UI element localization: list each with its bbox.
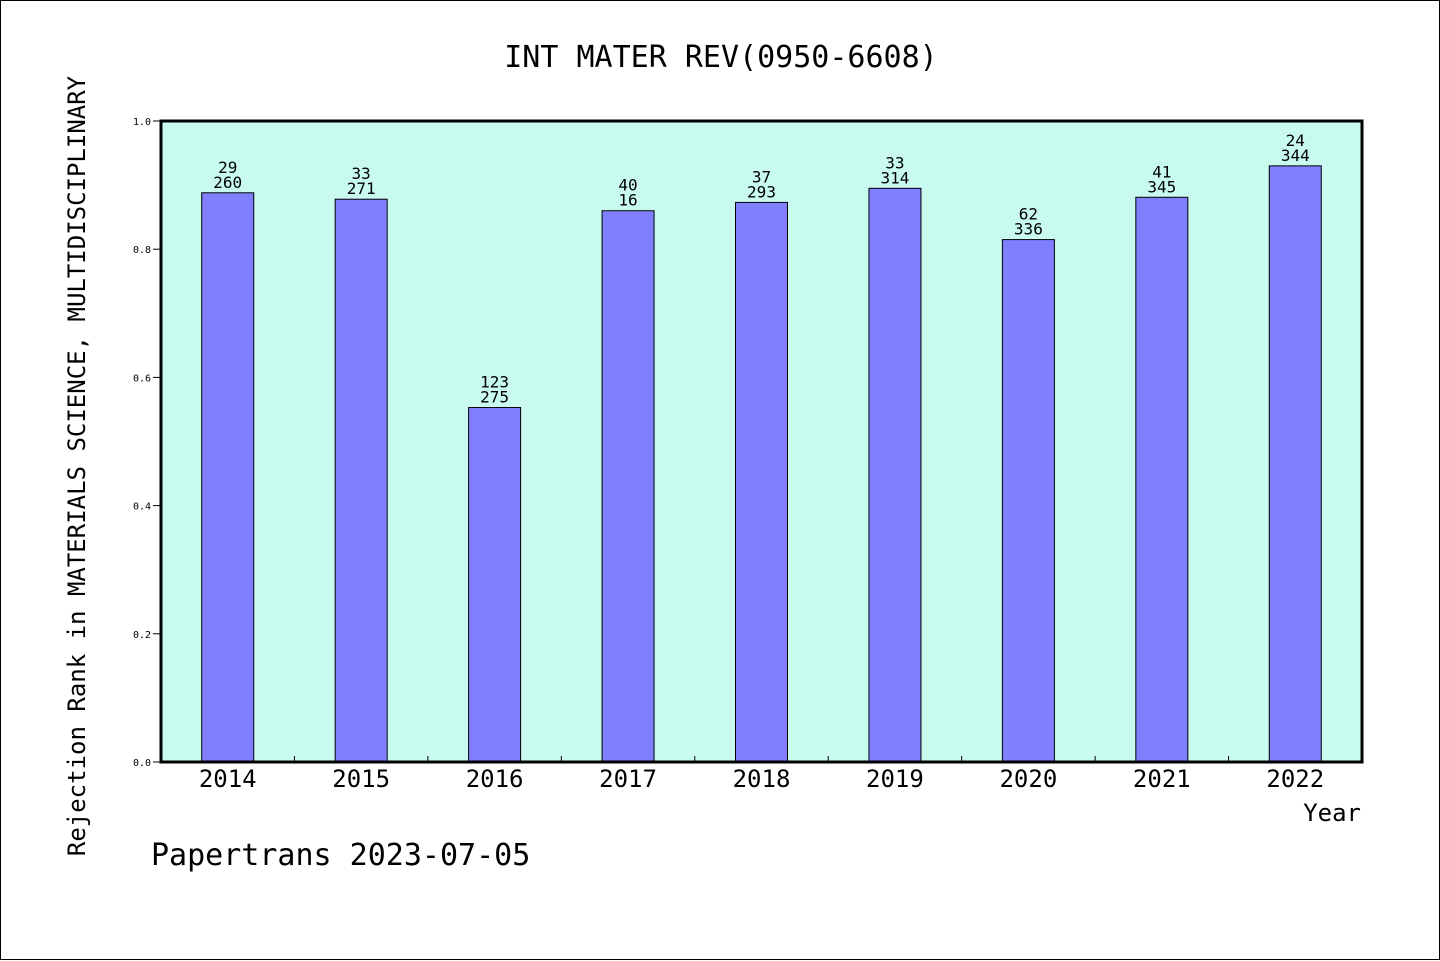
y-tick-label: 0.4 <box>133 502 151 513</box>
bar <box>735 201 788 763</box>
y-tick-label: 0.0 <box>133 758 151 769</box>
x-tick-label: 2014 <box>199 765 257 793</box>
plot-frame <box>159 119 1364 764</box>
bar-label-top: 40 <box>618 176 637 195</box>
bar <box>1268 165 1322 763</box>
bar-label-bottom: 293 <box>747 182 776 201</box>
bar-label-top: 37 <box>752 167 771 186</box>
x-tick-label: 2021 <box>1133 765 1191 793</box>
chart-title: INT MATER REV(0950-6608) <box>504 40 937 75</box>
y-tick-label: 0.8 <box>133 245 151 256</box>
x-tick-label: 2016 <box>466 765 524 793</box>
ticks-layer: 0.0 0.2 0.4 0.6 0.8 1.0 2014 2015 2016 2017 2018 20… <box>133 117 1324 793</box>
bar-label-bottom: 271 <box>347 179 376 198</box>
bar-label-bottom: 345 <box>1147 177 1176 196</box>
x-tick-label: 2022 <box>1266 765 1324 793</box>
bar-label-bottom: 314 <box>880 168 909 187</box>
bar <box>868 187 922 763</box>
bar-label-top: 33 <box>352 164 371 183</box>
bar <box>468 407 522 763</box>
y-tick-label: 0.2 <box>133 630 151 641</box>
bar <box>1001 239 1055 763</box>
bar-label-bottom: 16 <box>618 191 637 210</box>
y-axis-label: Rejection Rank in MATERIALS SCIENCE, MUL… <box>63 75 91 856</box>
bar-label-top: 62 <box>1019 205 1038 224</box>
x-tick-label: 2015 <box>332 765 390 793</box>
x-tick-label: 2020 <box>999 765 1057 793</box>
x-tick-label: 2019 <box>866 765 924 793</box>
bar-label-bottom: 260 <box>213 173 242 192</box>
footer-credit: Papertrans 2023-07-05 <box>151 838 530 873</box>
bar-label-top: 41 <box>1152 162 1171 181</box>
x-tick-label: 2018 <box>733 765 791 793</box>
bar-label-top: 33 <box>885 153 904 172</box>
y-tick-label: 1.0 <box>133 117 151 128</box>
bar-label-top: 24 <box>1286 131 1305 150</box>
bar-label-bottom: 336 <box>1014 220 1043 239</box>
bar-label-bottom: 344 <box>1281 146 1310 165</box>
bar-label-bottom: 275 <box>480 388 509 407</box>
bar <box>601 210 655 763</box>
x-tick-label: 2017 <box>599 765 657 793</box>
bar-label-top: 29 <box>218 158 237 177</box>
bar <box>334 198 388 763</box>
bar <box>1135 196 1189 763</box>
y-tick-label: 0.6 <box>133 373 151 384</box>
bar-label-top: 123 <box>480 373 509 392</box>
bar <box>201 192 255 763</box>
x-axis-label: Year <box>1303 799 1361 827</box>
